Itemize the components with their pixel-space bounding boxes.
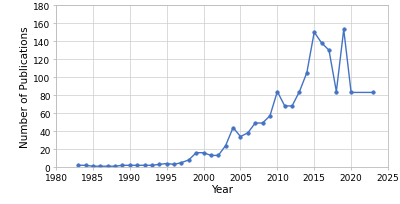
Y-axis label: Number of Publications: Number of Publications — [20, 26, 30, 147]
X-axis label: Year: Year — [211, 185, 233, 194]
